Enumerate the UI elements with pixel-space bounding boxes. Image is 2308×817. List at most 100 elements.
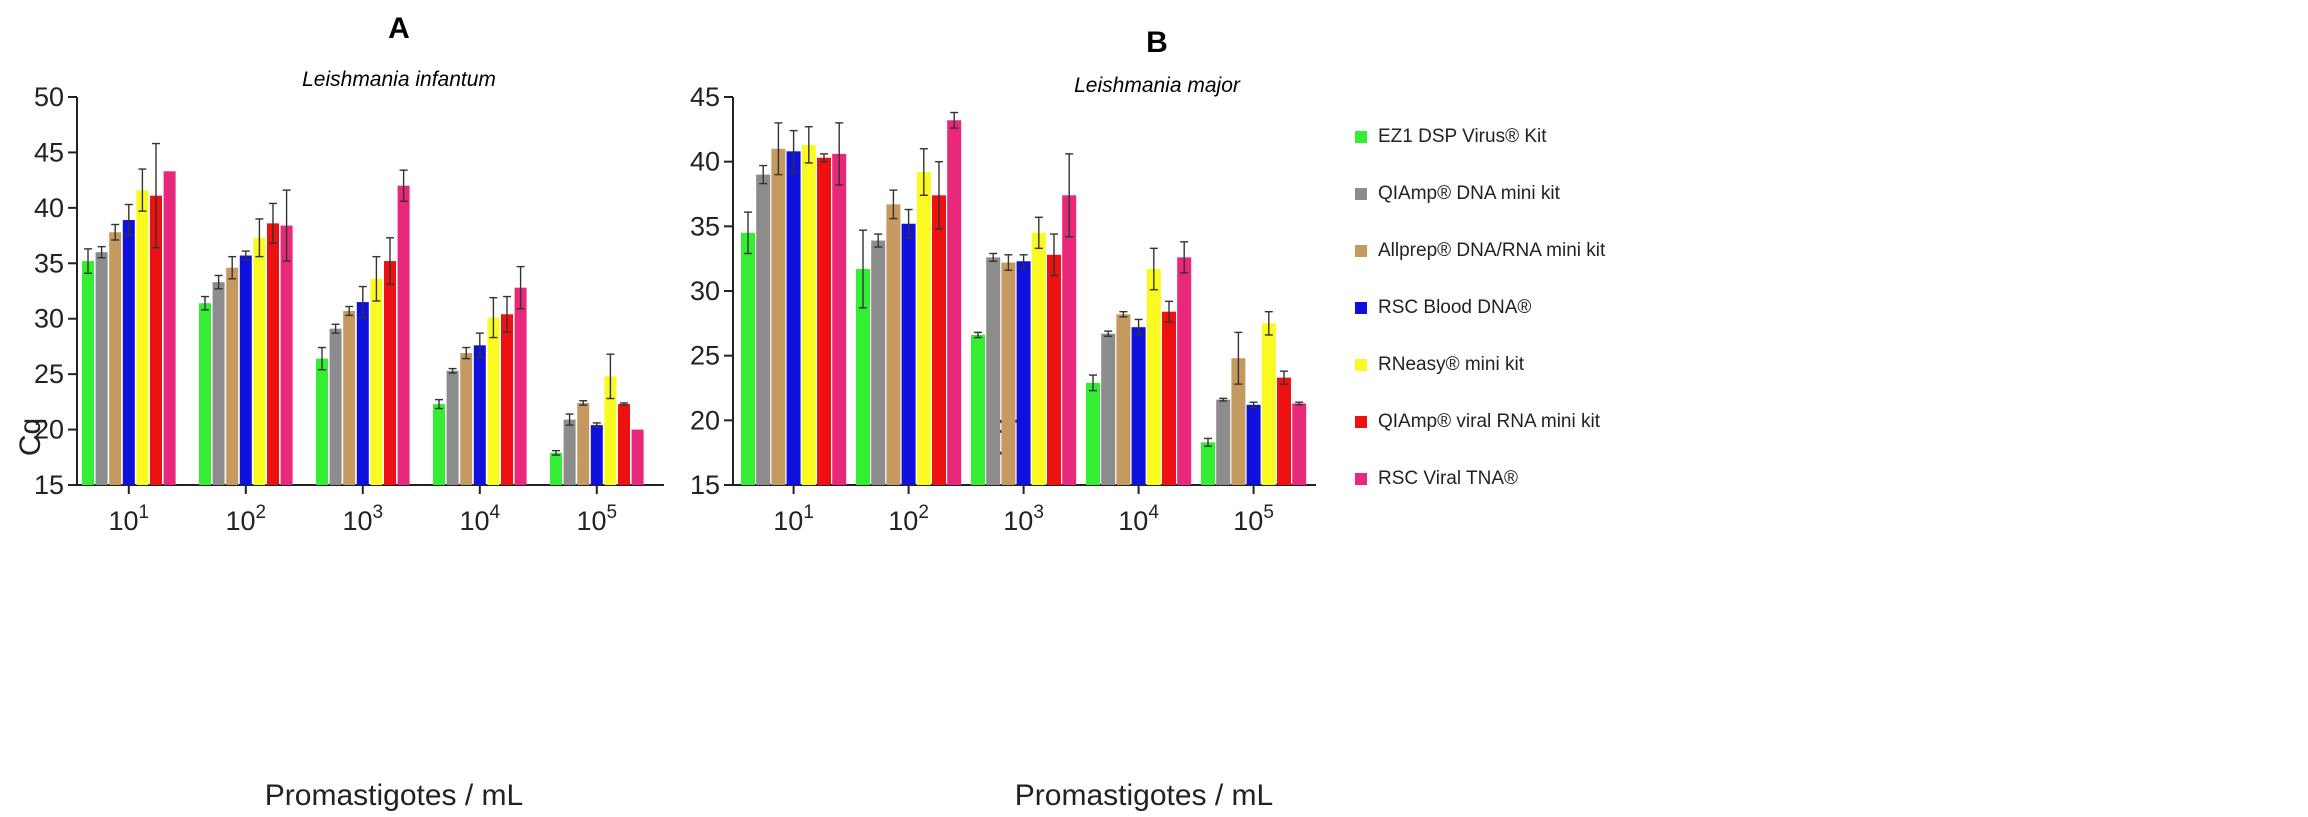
legend-item-label: RSC Blood DNA®: [1378, 297, 1531, 318]
panel-b-bar: [832, 153, 847, 485]
panel-a-bar: [136, 190, 149, 485]
legend-item-label: QIAmp® DNA mini kit: [1378, 183, 1561, 204]
panel-a-y-tick-label: 30: [34, 304, 64, 334]
panel-a-bar: [370, 278, 383, 485]
panel-a-bar: [631, 429, 644, 485]
panel-a-subtitle: Leishmania infantum: [302, 68, 496, 91]
panel-b-bar: [1201, 442, 1215, 485]
x-tick-base: 10: [225, 506, 255, 536]
panel-a-bar: [433, 404, 445, 485]
panel-a-bar: [329, 328, 342, 485]
panel-a-bar: [473, 345, 486, 485]
panel-b-x-tick-label: 105: [1233, 502, 1274, 536]
legend-item-label: EZ1 DSP Virus® Kit: [1378, 126, 1547, 147]
panel-a-y-axis-title: Cq: [14, 418, 47, 456]
panel-b-bar: [1277, 377, 1291, 485]
panel-a-y-tick-label: 50: [34, 82, 64, 112]
panel-b-x-tick-label: 104: [1118, 502, 1159, 536]
panel-b-bar: [771, 148, 786, 485]
legend-swatch: [1355, 302, 1367, 314]
x-tick-exponent: 1: [803, 502, 814, 523]
x-tick-base: 10: [342, 506, 372, 536]
x-tick-exponent: 4: [490, 502, 501, 523]
chart-panel-a: A Leishmania infantum Promastigotes / mL…: [14, 12, 664, 812]
legend-swatch: [1355, 188, 1367, 200]
panel-a-bar: [280, 225, 293, 485]
panel-a-bar: [267, 223, 279, 485]
x-tick-base: 10: [1233, 506, 1263, 536]
panel-b-bar: [1292, 403, 1307, 485]
panel-b-bar: [1101, 333, 1116, 485]
panel-a-bar: [550, 452, 562, 485]
legend-item-label: RSC Viral TNA®: [1378, 468, 1518, 489]
legend-swatch: [1355, 359, 1367, 371]
panel-b-x-tick-label: 102: [888, 502, 929, 536]
legend-swatch: [1355, 473, 1367, 485]
legend-item-label: QIAmp® viral RNA mini kit: [1378, 411, 1601, 432]
panel-a-x-tick-label: 105: [576, 502, 617, 536]
panel-b-y-tick-label: 30: [690, 276, 720, 306]
panel-a-x-axis-title: Promastigotes / mL: [265, 779, 523, 812]
panel-b-bar: [916, 172, 931, 485]
panel-b-bar: [1047, 254, 1061, 485]
panel-a-bar: [501, 314, 513, 485]
panel-a-bar: [239, 255, 252, 485]
panel-b-y-tick-label: 20: [690, 405, 720, 435]
panel-b-bar: [786, 151, 801, 485]
panel-b-bar: [947, 120, 962, 485]
panel-a-x-tick-label: 103: [342, 502, 383, 536]
panel-b-bar: [1261, 323, 1276, 485]
x-tick-base: 10: [773, 506, 803, 536]
panel-b-y-tick-label: 45: [690, 82, 720, 112]
legend: EZ1 DSP Virus® Kit QIAmp® DNA mini kit All…: [1355, 126, 1606, 489]
panel-b-bar: [1062, 195, 1077, 485]
x-tick-base: 10: [459, 506, 489, 536]
legend-item-label: Allprep® DNA/RNA mini kit: [1378, 240, 1606, 261]
panel-a-bar: [590, 425, 603, 485]
panel-a-bar: [604, 376, 617, 485]
panel-b-bar: [1162, 311, 1176, 485]
panel-b-bar: [1116, 314, 1131, 485]
panel-a-bar: [514, 287, 527, 485]
x-tick-base: 10: [1118, 506, 1148, 536]
panel-b-bar: [1016, 261, 1031, 485]
panel-a-y-tick-label: 45: [34, 137, 64, 167]
legend-item-label: RNeasy® mini kit: [1378, 354, 1525, 375]
panel-b-letter: B: [1146, 26, 1168, 59]
legend-swatch: [1355, 245, 1367, 257]
panel-b-bar: [741, 232, 755, 485]
x-tick-exponent: 1: [139, 502, 150, 523]
panel-b-x-tick-label: 101: [773, 502, 814, 536]
panel-a-bar: [577, 402, 590, 485]
panel-a-bar: [356, 302, 369, 485]
panel-a-bar: [397, 185, 410, 485]
panel-b-bar: [1146, 269, 1161, 485]
panel-b-bar: [756, 174, 771, 485]
panel-a-x-tick-label: 102: [225, 502, 266, 536]
panel-a-bar: [446, 370, 459, 485]
panel-b-bar: [1177, 257, 1192, 485]
panel-b-y-tick-label: 15: [690, 470, 720, 500]
panel-b-x-axis-title: Promastigotes / mL: [1015, 779, 1273, 812]
panel-b-y-tick-label: 35: [690, 211, 720, 241]
panel-a-bar: [199, 303, 211, 485]
panel-b-bar: [1231, 358, 1246, 485]
panel-a-bar: [109, 232, 122, 485]
panel-b-y-tick-label: 25: [690, 341, 720, 371]
panel-a-y-tick-label: 20: [34, 415, 64, 445]
panel-a-bar: [618, 404, 630, 485]
x-tick-base: 10: [1003, 506, 1033, 536]
panel-a-bar: [212, 282, 225, 485]
x-tick-base: 10: [108, 506, 138, 536]
panel-a-bar: [122, 220, 135, 485]
panel-b-bar: [817, 157, 831, 485]
legend-swatch: [1355, 131, 1367, 143]
panel-a-letter: A: [388, 12, 410, 45]
panel-b-bar: [1131, 327, 1146, 485]
panel-b-bar: [1031, 232, 1046, 485]
panel-b-bar: [1246, 404, 1261, 485]
panel-a-bar: [316, 358, 328, 485]
panel-b-bar: [932, 195, 946, 485]
panel-b-bar: [856, 269, 870, 485]
